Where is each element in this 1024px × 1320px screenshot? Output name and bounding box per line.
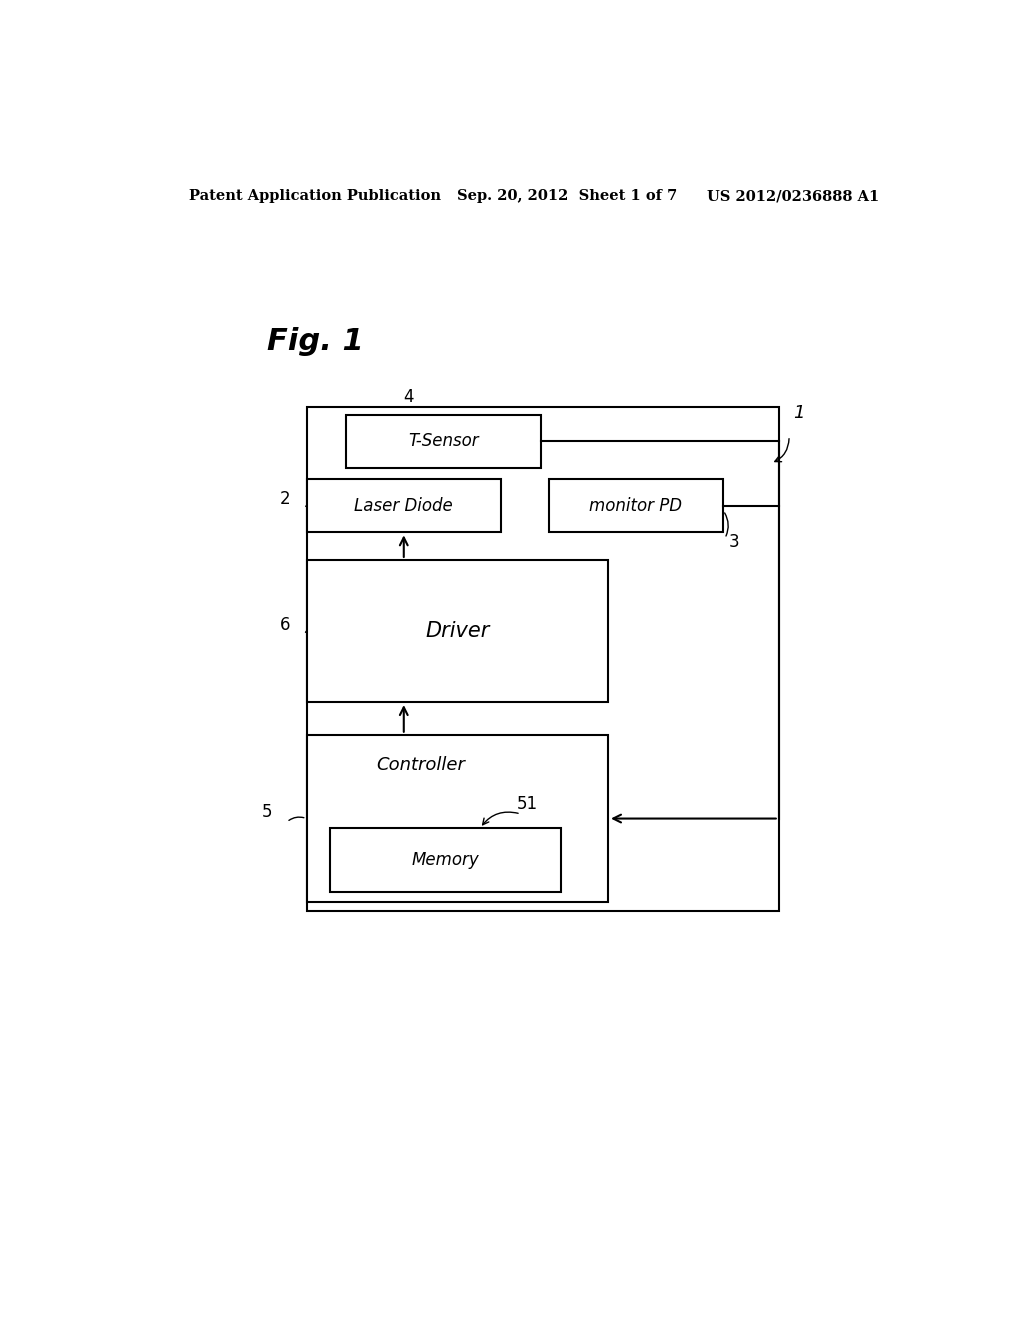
Text: Driver: Driver [425,620,489,642]
Text: Patent Application Publication: Patent Application Publication [189,189,441,203]
Text: 2: 2 [280,490,291,508]
Text: Laser Diode: Laser Diode [354,496,454,515]
Bar [331,828,560,892]
Bar [346,414,541,469]
Bar [306,479,501,532]
Bar [306,560,608,702]
Bar [306,408,778,911]
Text: US 2012/0236888 A1: US 2012/0236888 A1 [708,189,880,203]
Text: Fig. 1: Fig. 1 [267,327,364,356]
Text: 3: 3 [729,533,739,550]
Text: 6: 6 [280,616,291,634]
Text: 51: 51 [517,795,538,813]
Text: 1: 1 [793,404,805,421]
Text: Controller: Controller [377,756,466,775]
Text: 5: 5 [261,803,272,821]
Bar [549,479,723,532]
Text: Memory: Memory [412,851,479,870]
Text: T-Sensor: T-Sensor [409,433,479,450]
Text: Sep. 20, 2012  Sheet 1 of 7: Sep. 20, 2012 Sheet 1 of 7 [458,189,678,203]
Text: monitor PD: monitor PD [590,496,682,515]
Bar [306,735,608,903]
Text: 4: 4 [402,388,414,407]
